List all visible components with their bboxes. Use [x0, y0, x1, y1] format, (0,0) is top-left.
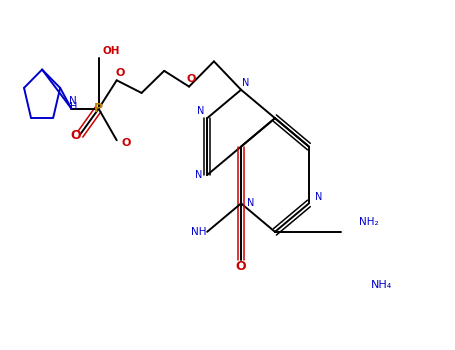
Text: O: O — [116, 68, 125, 78]
Text: N: N — [197, 106, 204, 116]
Text: NH: NH — [191, 227, 207, 237]
Text: NH₄: NH₄ — [371, 280, 392, 290]
Text: N: N — [248, 198, 255, 208]
Text: O: O — [186, 74, 196, 84]
Text: O: O — [121, 139, 131, 148]
Text: P: P — [94, 102, 103, 115]
Text: NH₂: NH₂ — [359, 217, 378, 228]
Text: N: N — [315, 192, 323, 202]
Text: O: O — [236, 260, 246, 273]
Text: OH: OH — [102, 46, 120, 56]
Text: N: N — [242, 78, 249, 89]
Text: N: N — [70, 96, 77, 106]
Text: O: O — [71, 130, 81, 142]
Text: N: N — [195, 170, 202, 180]
Text: H: H — [70, 103, 77, 112]
